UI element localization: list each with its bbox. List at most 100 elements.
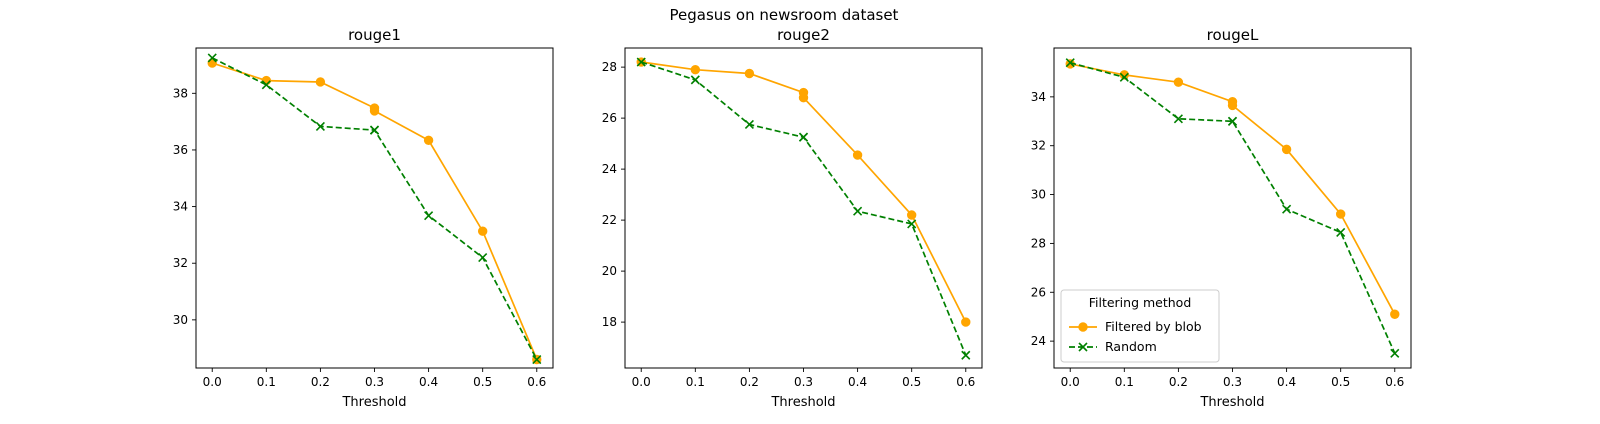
subplot-rouge2: rouge2 0.0 0.1 0.2 0.3 0.4 0.5 0.6 18 20 22 24 26 28 T… xyxy=(602,26,983,410)
y-tick-label: 28 xyxy=(602,60,617,74)
data-point xyxy=(636,57,646,67)
data-point-stroke-b xyxy=(1390,348,1400,358)
y-tick-label: 24 xyxy=(1031,334,1046,348)
data-point xyxy=(798,132,809,142)
data-point xyxy=(1281,144,1292,155)
y-tick-label: 38 xyxy=(173,86,188,100)
legend-label: Random xyxy=(1105,339,1157,354)
x-tick-label: 0.4 xyxy=(848,375,867,389)
data-point xyxy=(961,350,971,360)
y-tick-label: 30 xyxy=(173,313,188,327)
x-tick-label: 0.5 xyxy=(473,375,492,389)
data-point xyxy=(1065,58,1075,68)
x-tick-label: 0.1 xyxy=(257,375,276,389)
x-tick-label: 0.4 xyxy=(1277,375,1296,389)
y-tick-label: 32 xyxy=(1031,139,1046,153)
subplot-rougeL: rougeL 0.0 0.1 0.2 0.3 0.4 0.5 0.6 24 26 28 30 32 34 T… xyxy=(1031,26,1412,410)
data-point-stroke-b xyxy=(1336,227,1346,237)
data-point xyxy=(853,206,863,216)
y-tick-label: 20 xyxy=(602,264,617,278)
data-point xyxy=(744,119,754,130)
x-tick-label: 0.1 xyxy=(1115,375,1134,389)
series-random xyxy=(207,53,542,365)
axes-frame xyxy=(1053,47,1412,369)
x-tick-label: 0.0 xyxy=(1061,375,1080,389)
y-tick-label: 32 xyxy=(173,256,188,270)
data-point xyxy=(1119,72,1129,82)
data-point xyxy=(315,121,325,132)
series-filtered-by-blob xyxy=(636,57,971,327)
x-tick-label: 0.0 xyxy=(632,375,651,389)
x-tick-label: 0.3 xyxy=(1223,375,1242,389)
data-point-stroke-b xyxy=(961,350,971,360)
legend-marker xyxy=(1078,342,1088,352)
data-point-stroke-b xyxy=(315,121,325,132)
x-tick-label: 0.0 xyxy=(203,375,222,389)
x-tick-label: 0.6 xyxy=(956,375,975,389)
data-point xyxy=(1335,209,1346,219)
data-point-stroke-b xyxy=(636,57,646,67)
x-tick-label: 0.2 xyxy=(740,375,759,389)
y-tick-label: 28 xyxy=(1031,236,1046,250)
axes-frame xyxy=(624,47,983,369)
data-point-stroke-b xyxy=(369,125,380,135)
data-point xyxy=(744,68,755,79)
data-point xyxy=(369,106,380,116)
y-tick-label: 22 xyxy=(602,213,617,227)
legend-label: Filtered by blob xyxy=(1105,319,1202,334)
x-tick-label: 0.1 xyxy=(686,375,705,389)
subplot-title: rouge2 xyxy=(777,26,830,44)
x-tick-label: 0.2 xyxy=(1169,375,1188,389)
data-point xyxy=(690,64,701,75)
legend-box xyxy=(1060,289,1220,363)
data-point-stroke-b xyxy=(1119,72,1129,82)
y-tick-label: 18 xyxy=(602,315,617,329)
data-point xyxy=(423,135,434,146)
x-tick-label: 0.4 xyxy=(419,375,438,389)
y-tick-label: 34 xyxy=(1031,90,1046,104)
data-point xyxy=(907,219,917,229)
legend-marker-stroke-b xyxy=(1078,342,1088,352)
data-point-stroke-b xyxy=(907,219,917,229)
x-tick-label: 0.3 xyxy=(794,375,813,389)
data-point xyxy=(477,226,488,236)
data-point xyxy=(1119,70,1130,80)
data-point-stroke-b xyxy=(532,354,542,365)
data-point xyxy=(1227,100,1238,111)
x-tick-label: 0.2 xyxy=(311,375,330,389)
data-point-stroke-b xyxy=(1282,204,1292,214)
data-point-stroke-b xyxy=(424,211,434,221)
series-line xyxy=(640,61,967,356)
data-point xyxy=(798,93,809,103)
data-point xyxy=(906,210,917,220)
y-tick-label: 26 xyxy=(602,111,617,125)
data-point xyxy=(1282,204,1292,214)
x-tick-label: 0.6 xyxy=(1385,375,1404,389)
figure-suptitle: Pegasus on newsroom dataset xyxy=(670,6,899,24)
data-point xyxy=(369,125,380,135)
x-axis-label: Threshold xyxy=(770,395,835,410)
legend-marker xyxy=(1078,322,1088,332)
x-axis-label: Threshold xyxy=(1199,395,1264,410)
y-tick-label: 34 xyxy=(173,200,188,214)
series-random xyxy=(1065,58,1400,358)
data-point-stroke-b xyxy=(261,80,271,90)
data-point xyxy=(478,252,488,263)
data-point-stroke-b xyxy=(744,119,754,130)
x-tick-label: 0.5 xyxy=(902,375,921,389)
data-point xyxy=(1173,77,1184,87)
x-axis-label: Threshold xyxy=(341,395,406,410)
data-point-stroke-b xyxy=(798,132,809,142)
legend: Filtering method Filtered by blob Random xyxy=(1060,289,1220,363)
data-point xyxy=(852,150,863,160)
data-point xyxy=(424,211,434,221)
data-point xyxy=(1390,348,1400,358)
data-point xyxy=(532,354,542,365)
series-filtered-by-blob xyxy=(207,58,542,365)
data-point xyxy=(1173,114,1183,124)
data-point-stroke-b xyxy=(1227,116,1238,126)
data-point-stroke-b xyxy=(478,252,488,263)
data-point-stroke-b xyxy=(690,75,700,85)
